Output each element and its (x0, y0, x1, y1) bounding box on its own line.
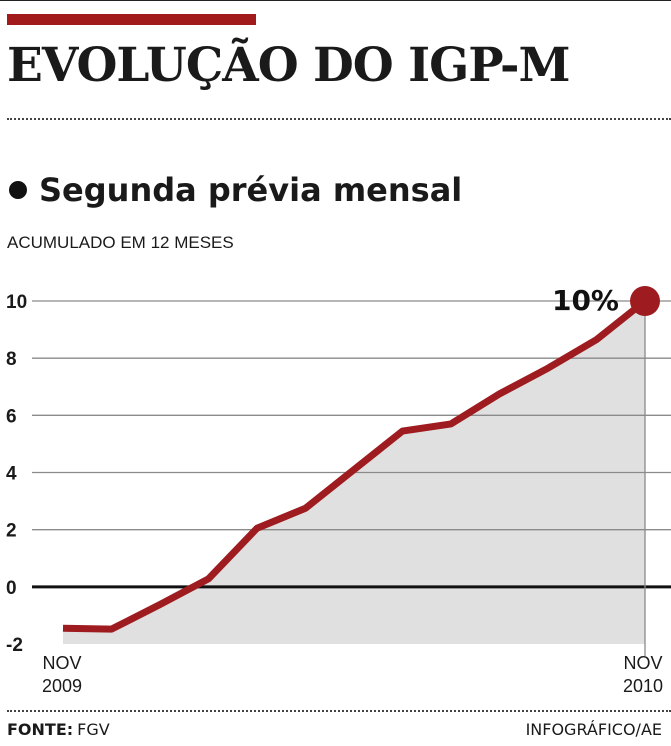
chart-subtitle: Segunda prévia mensal (39, 171, 463, 209)
y-tick-label: 10 (6, 292, 27, 313)
y-tick-label: 8 (6, 349, 17, 370)
accent-bar (7, 14, 256, 25)
unit-label: ACUMULADO EM 12 MESES (7, 233, 234, 252)
bullet-icon (9, 181, 27, 199)
title-divider (7, 118, 671, 120)
footer-divider (7, 710, 671, 712)
y-tick-label: -2 (6, 635, 23, 656)
credit-note: INFOGRÁFICO/AE (525, 720, 662, 739)
y-tick-label: 4 (6, 464, 17, 485)
end-value-label: 10% (552, 284, 619, 317)
y-tick-label: 6 (6, 406, 17, 427)
end-point-marker (630, 286, 660, 316)
page-title: EVOLUÇÃO DO IGP-M (7, 38, 571, 93)
line-chart: -2 0 2 4 6 8 10 10% NOV 2009 NOV 2010 (6, 284, 671, 696)
top-rule (0, 0, 671, 1)
y-tick-label: 0 (6, 578, 17, 599)
x-tick-label-end-year: 2010 (623, 676, 663, 696)
source-label: FONTE: (7, 720, 74, 739)
series-line (62, 298, 648, 633)
x-tick-label-start-year: 2009 (42, 676, 82, 696)
y-tick-label: 2 (6, 521, 17, 542)
x-tick-label-end-month: NOV (623, 653, 662, 673)
subtitle-row: Segunda prévia mensal (9, 174, 462, 206)
source-name: FGV (77, 720, 110, 739)
x-tick-label-start-month: NOV (42, 653, 81, 673)
source-note: FONTE: FGV (7, 720, 110, 739)
